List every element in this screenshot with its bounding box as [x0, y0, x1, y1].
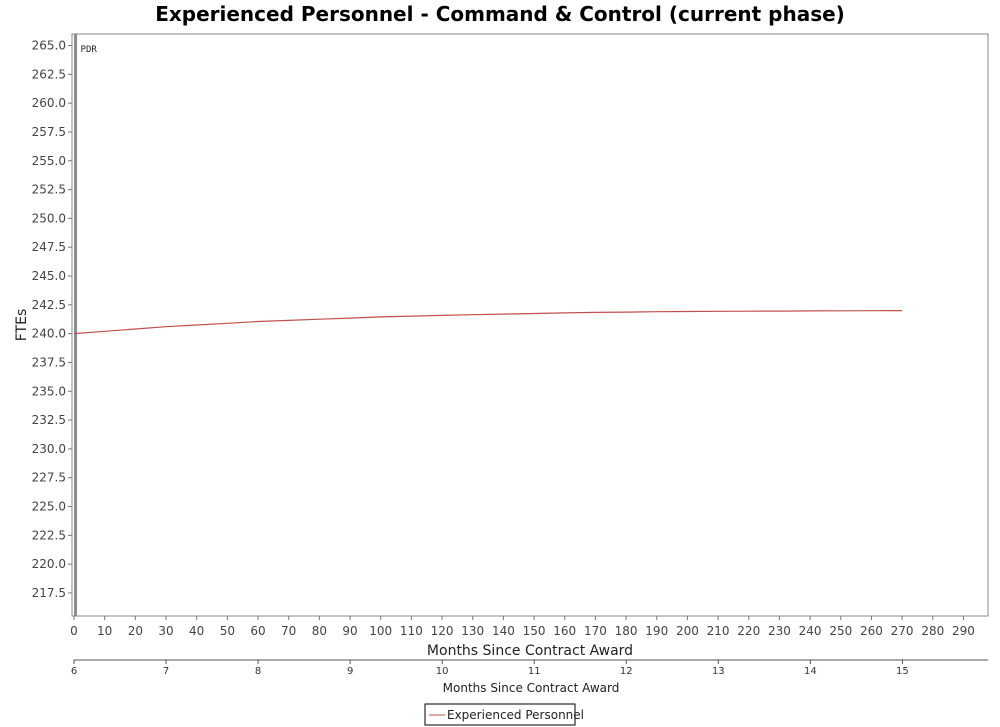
- x-tick-label: 40: [189, 624, 204, 638]
- x-tick-label: 260: [860, 624, 883, 638]
- y-tick-label: 235.0: [32, 384, 66, 398]
- x-tick-label: 90: [342, 624, 357, 638]
- y-tick-label: 247.5: [32, 240, 66, 254]
- x2-tick-label: 11: [528, 666, 541, 677]
- x2-tick-label: 12: [620, 666, 633, 677]
- y-tick-label: 227.5: [32, 471, 66, 485]
- x-tick-label: 180: [615, 624, 638, 638]
- x-tick-label: 50: [220, 624, 235, 638]
- x2-tick-label: 9: [347, 666, 353, 677]
- x2-tick-label: 14: [804, 666, 817, 677]
- y-tick-label: 257.5: [32, 125, 66, 139]
- y-tick-label: 225.0: [32, 500, 66, 514]
- y-axis-label: FTEs: [14, 309, 30, 342]
- x-tick-label: 100: [369, 624, 392, 638]
- x2-tick-label: 10: [436, 666, 449, 677]
- secondary-x-axis-label: Months Since Contract Award: [443, 681, 620, 695]
- secondary-x-axis-ticks: 6 7 8 9 10 11 12 13 14 15: [71, 660, 909, 677]
- x-tick-label: 110: [400, 624, 423, 638]
- y-tick-label: 217.5: [32, 586, 66, 600]
- y-tick-label: 232.5: [32, 413, 66, 427]
- y-tick-label: 255.0: [32, 154, 66, 168]
- x-tick-label: 200: [676, 624, 699, 638]
- x-tick-label: 210: [707, 624, 730, 638]
- pdr-marker: PDR: [74, 34, 97, 616]
- series-line-experienced-personnel: [73, 310, 903, 335]
- x-tick-label: 240: [799, 624, 822, 638]
- x-tick-label: 60: [250, 624, 265, 638]
- x2-tick-label: 6: [71, 666, 77, 677]
- legend: Experienced Personnel: [424, 703, 584, 726]
- x-tick-label: 130: [461, 624, 484, 638]
- x-tick-label: 220: [737, 624, 760, 638]
- y-tick-label: 250.0: [32, 211, 66, 225]
- x-tick-label: 70: [281, 624, 296, 638]
- x-tick-label: 10: [97, 624, 112, 638]
- chart-title: Experienced Personnel - Command & Contro…: [155, 2, 845, 26]
- x-tick-label: 80: [312, 624, 327, 638]
- x-tick-label: 0: [70, 624, 78, 638]
- x-tick-label: 20: [128, 624, 143, 638]
- x-axis-ticks: 0 10 20 30 40 50 60 70 80 90 100 110 120 130 140 150 160…: [70, 616, 975, 638]
- legend-item-experienced-personnel: Experienced Personnel: [447, 708, 584, 722]
- y-tick-label: 265.0: [32, 39, 66, 53]
- x-tick-label: 160: [553, 624, 576, 638]
- pdr-marker-line: [74, 34, 78, 616]
- x-tick-label: 140: [492, 624, 515, 638]
- x-tick-label: 190: [645, 624, 668, 638]
- x-tick-label: 170: [584, 624, 607, 638]
- x2-tick-label: 7: [163, 666, 169, 677]
- legend-box: [424, 703, 576, 726]
- y-tick-label: 260.0: [32, 96, 66, 110]
- x-axis-label: Months Since Contract Award: [427, 643, 633, 659]
- y-tick-label: 237.5: [32, 355, 66, 369]
- x-tick-label: 30: [158, 624, 173, 638]
- x-tick-label: 230: [768, 624, 791, 638]
- y-tick-label: 245.0: [32, 269, 66, 283]
- y-tick-label: 242.5: [32, 298, 66, 312]
- y-tick-label: 222.5: [32, 528, 66, 542]
- x-tick-label: 280: [921, 624, 944, 638]
- x-tick-label: 120: [431, 624, 454, 638]
- x-tick-label: 270: [891, 624, 914, 638]
- y-axis-ticks: 217.5 220.0 222.5 225.0 227.5 230.0 232.5 235.0…: [32, 39, 72, 600]
- x-tick-label: 250: [829, 624, 852, 638]
- series-lines: [73, 310, 903, 335]
- x2-tick-label: 13: [712, 666, 725, 677]
- y-tick-label: 262.5: [32, 67, 66, 81]
- plot-area: [71, 33, 989, 617]
- y-tick-label: 252.5: [32, 183, 66, 197]
- y-tick-label: 220.0: [32, 557, 66, 571]
- x2-tick-label: 15: [896, 666, 909, 677]
- x2-tick-label: 8: [255, 666, 261, 677]
- x-tick-label: 290: [952, 624, 975, 638]
- pdr-marker-label: PDR: [81, 45, 98, 55]
- x-tick-label: 150: [523, 624, 546, 638]
- y-tick-label: 230.0: [32, 442, 66, 456]
- y-tick-label: 240.0: [32, 327, 66, 341]
